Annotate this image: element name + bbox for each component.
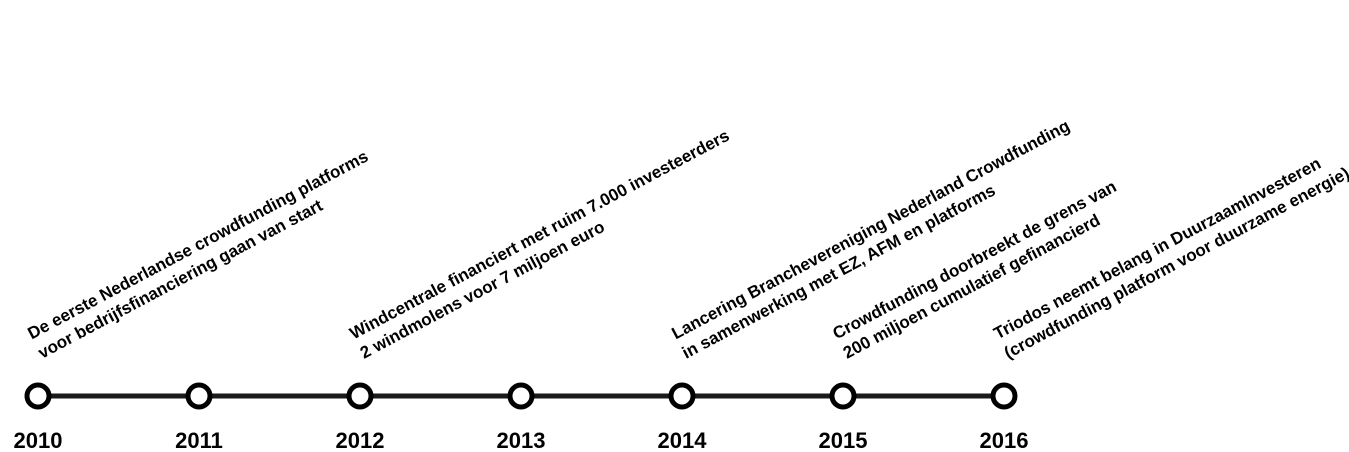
timeline-nodes: [24, 382, 1018, 410]
event-2012-line-2: 2 windmolens voor 7 miljoen euro: [357, 217, 608, 362]
year-label-2015: 2015: [819, 428, 868, 452]
timeline-node-2012: [346, 382, 374, 410]
timeline-node-2015: [829, 382, 857, 410]
year-label-2011: 2011: [175, 428, 223, 452]
timeline-node-2016: [990, 382, 1018, 410]
year-label-2014: 2014: [658, 428, 708, 452]
event-2010-line-1: De eerste Nederlandse crowdfunding platf…: [25, 147, 372, 343]
timeline-node-2010: [24, 382, 52, 410]
timeline-node-2013: [507, 382, 535, 410]
timeline-node-2011: [185, 382, 213, 410]
event-2012-line-1: Windcentrale financiert met ruim 7.000 i…: [347, 126, 733, 343]
year-label-2016: 2016: [980, 428, 1029, 452]
year-label-2012: 2012: [336, 428, 385, 452]
year-label-2013: 2013: [497, 428, 546, 452]
year-label-2010: 2010: [14, 428, 63, 452]
event-2016-line-2: (crowdfunding platform voor duurzame ene…: [1001, 164, 1349, 363]
timeline-events: De eerste Nederlandse crowdfunding platf…: [25, 116, 1349, 362]
event-2010-line-2: voor bedrijfsfinanciering gaan van start: [35, 196, 326, 363]
timeline-year-labels: 2010 2011 2012 2013 2014 2015 2016: [14, 428, 1029, 452]
event-2010: De eerste Nederlandse crowdfunding platf…: [25, 147, 372, 363]
timeline-node-2014: [668, 382, 696, 410]
